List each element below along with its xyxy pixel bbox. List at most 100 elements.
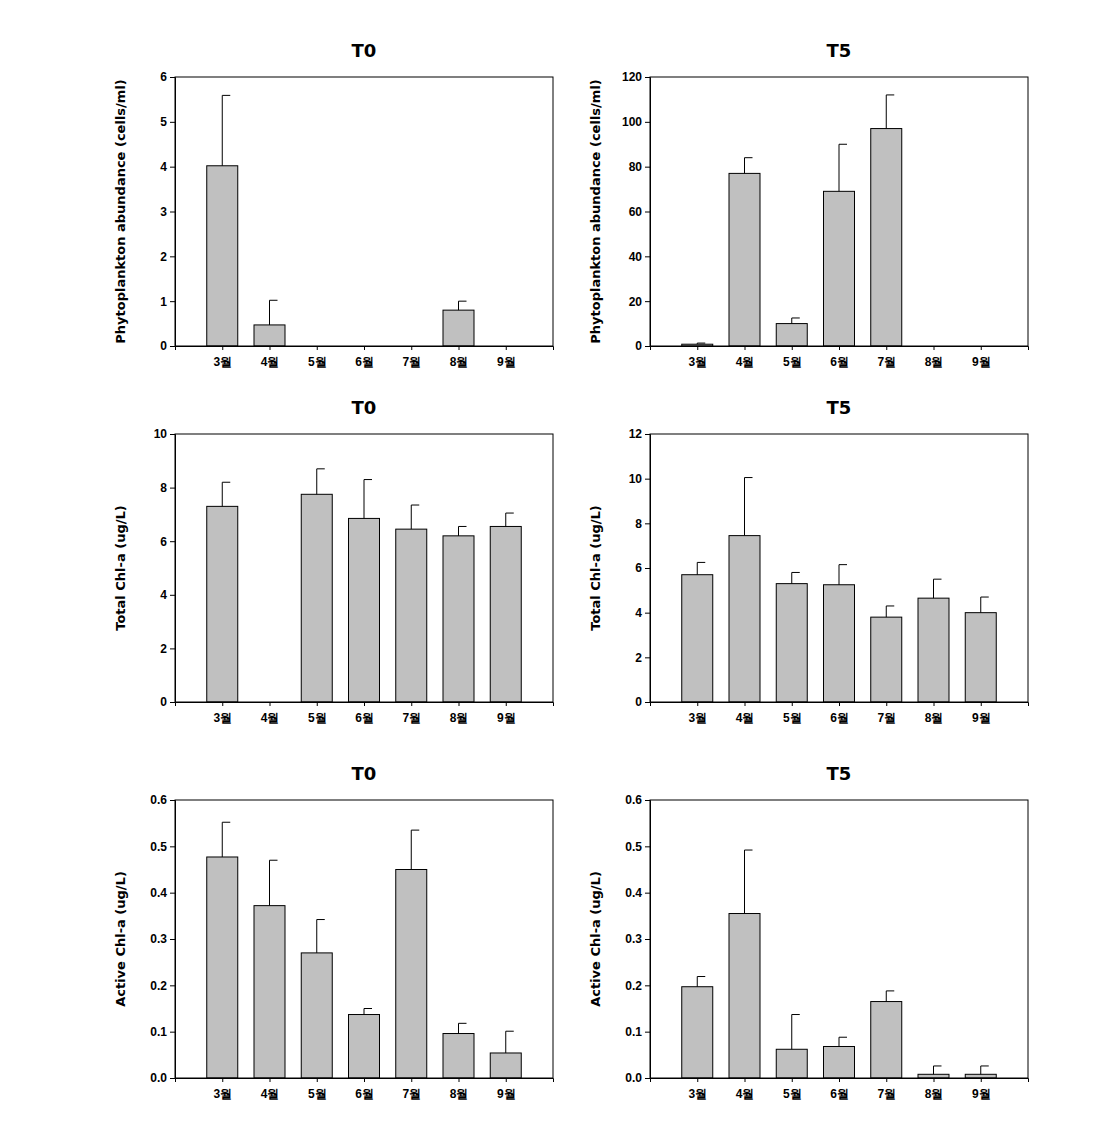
tick-label: 12 [629,427,643,441]
tick-label: 5월 [783,1087,802,1101]
x-tick: 9월 [497,702,516,725]
y-tick: 0 [635,695,650,709]
x-axis: 3월4월5월6월7월8월9월 [651,1078,1029,1101]
tick-label: 8월 [450,355,469,369]
x-tick: 7월 [877,1078,896,1101]
error-bar-cap [745,157,753,158]
error-bar-stem [744,478,745,536]
error-bar-stem [364,480,365,519]
y-tick: 1 [160,295,175,309]
error-bar [697,343,705,344]
tick-label: 3월 [688,1087,707,1101]
error-bar-stem [269,300,270,325]
error-bar [459,301,467,310]
tick-mark [317,1078,318,1082]
y-axis: 0.00.10.20.30.40.50.6 [150,793,175,1085]
y-axis-title: Total Chl-a (ug/L) [588,505,603,630]
bar [349,518,380,702]
error-bar-cap [697,343,705,344]
tick-label: 8월 [925,711,944,725]
tick-label: 0.1 [625,1025,642,1039]
y-axis-title: Active Chl-a (ug/L) [113,871,128,1007]
error-bar-stem [933,579,934,598]
tick-mark [697,346,698,350]
tick-label: 0.3 [150,932,167,946]
tick-mark [981,346,982,350]
error-bar [506,513,514,526]
bar [443,536,474,702]
y-axis: 0.00.10.20.30.40.50.6 [625,793,650,1085]
y-axis: 0246810 [154,427,176,709]
tick-mark [222,346,223,350]
tick-label: 8 [160,481,167,495]
x-tick: 3월 [688,1078,707,1101]
error-bar-stem [458,301,459,310]
tick-mark [934,1078,935,1082]
error-bar [317,920,325,953]
y-axis-title: Active Chl-a (ug/L) [588,871,603,1007]
tick-label: 4 [160,588,167,602]
tick-label: 4월 [736,1087,755,1101]
tick-label: 8월 [450,1087,469,1101]
x-tick: 8월 [450,346,469,369]
tick-mark [270,346,271,350]
error-bar [839,144,847,191]
tick-label: 9월 [972,355,991,369]
error-bar [745,478,753,536]
tick-label: 3월 [213,1087,232,1101]
tick-label: 0.6 [625,793,642,807]
tick-label: 9월 [972,1087,991,1101]
tick-label: 7월 [877,711,896,725]
bar [443,310,474,346]
tick-label: 0.3 [625,932,642,946]
tick-mark [645,985,650,986]
tick-label: 6 [160,535,167,549]
x-tick: 7월 [402,702,421,725]
tick-mark [645,846,650,847]
tick-mark [886,1078,887,1082]
tick-label: 8월 [450,711,469,725]
tick-mark [411,702,412,706]
tick-label: 3월 [688,355,707,369]
error-bar [270,860,278,905]
tick-label: 0.1 [150,1025,167,1039]
bar [871,617,902,702]
x-tick: 9월 [972,346,991,369]
bar [729,914,760,1078]
bar [824,191,855,346]
y-axis: 024681012 [629,427,651,709]
tick-label: 40 [629,250,643,264]
tick-label: 0 [635,695,642,709]
y-axis-title: Total Chl-a (ug/L) [113,505,128,630]
bar [918,598,949,702]
error-bar-stem [933,1066,934,1074]
tick-label: 0.2 [150,979,167,993]
tick-mark [645,893,650,894]
axis-line [170,801,176,1079]
tick-label: 6월 [830,711,849,725]
error-bar-cap [270,860,278,861]
tick-label: 120 [622,70,642,84]
x-tick: 5월 [783,1078,802,1101]
y-tick: 0.3 [150,932,175,946]
tick-label: 3 [160,205,167,219]
error-bar-cap [839,144,847,145]
bar [682,987,713,1078]
bar [729,173,760,346]
error-bar-stem [222,482,223,506]
y-tick: 0.5 [150,840,175,854]
bar [396,870,427,1079]
tick-label: 4월 [736,355,755,369]
x-axis: 3월4월5월6월7월8월9월 [651,346,1029,369]
bar [776,584,807,702]
x-tick: 9월 [497,1078,516,1101]
tick-label: 0.5 [625,840,642,854]
error-bar-cap [745,477,753,478]
axis-line [651,1079,1029,1083]
tick-label: 60 [629,205,643,219]
bar [207,506,238,702]
error-bar-cap [981,597,989,598]
error-bar-cap [411,505,419,506]
tick-mark [645,212,650,213]
x-tick: 8월 [450,1078,469,1101]
